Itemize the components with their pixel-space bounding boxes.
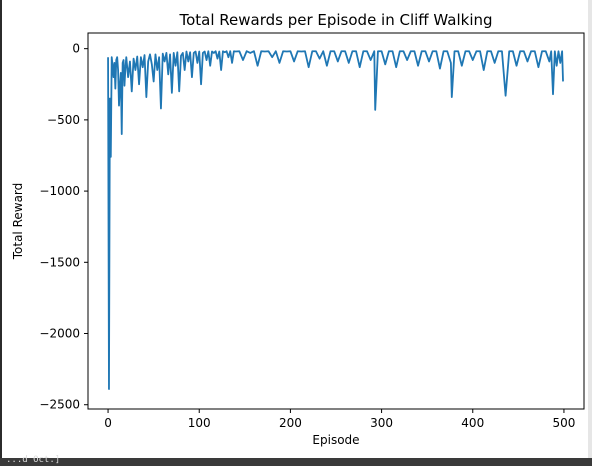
x-tick-label: 100: [188, 416, 211, 430]
y-tick-label: 0: [72, 42, 80, 56]
plot-area: [87, 32, 585, 410]
x-tick-label: 200: [279, 416, 302, 430]
y-tick-label: −2000: [39, 327, 80, 341]
x-tick-label: 300: [370, 416, 393, 430]
x-axis-title: Episode: [312, 433, 359, 447]
y-tick-label: −1500: [39, 255, 80, 269]
y-tick-label: −2500: [39, 398, 80, 412]
series-line-total-rewards: [107, 50, 564, 390]
x-tick-label: 0: [104, 416, 112, 430]
y-tick-label: −500: [47, 113, 80, 127]
x-axis: 0 100 200 300 400 500: [104, 409, 575, 430]
chart-title: Total Rewards per Episode in Cliff Walki…: [178, 11, 492, 29]
series-layer: [107, 50, 564, 390]
notebook-output-strip: ...d Oct.]: [0, 455, 592, 466]
y-axis: 0 −500 −1000 −1500 −2000 −2500: [39, 42, 88, 412]
left-border: [0, 0, 2, 458]
x-tick-label: 400: [461, 416, 484, 430]
notebook-strip-text: ...d Oct.]: [6, 455, 61, 465]
right-scroll-edge: [588, 0, 592, 458]
x-tick-label: 500: [552, 416, 575, 430]
y-tick-label: −1000: [39, 184, 80, 198]
y-axis-title: Total Reward: [11, 183, 25, 261]
